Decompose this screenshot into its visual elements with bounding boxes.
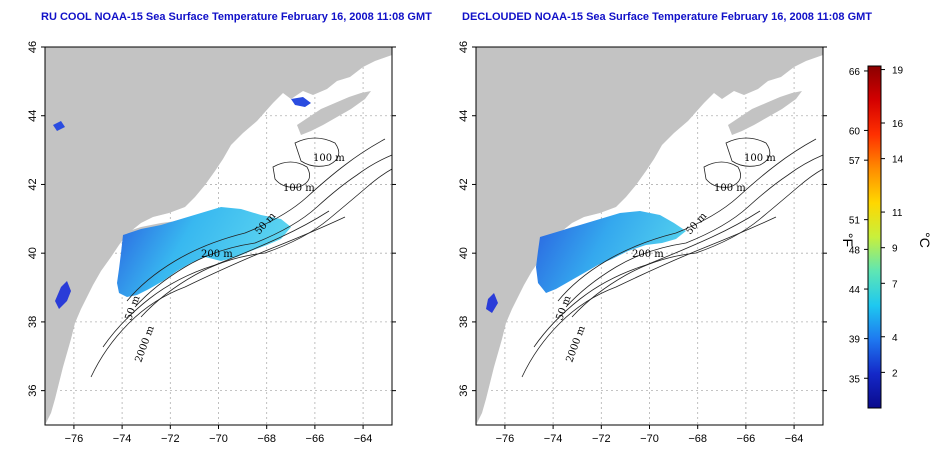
panel-title-right: DECLOUDED NOAA-15 Sea Surface Temperatur… <box>462 11 873 23</box>
isobath-label: 100 m <box>744 153 776 164</box>
sst-coastal-strip <box>486 293 498 313</box>
cb-label-f: 44 <box>849 285 861 296</box>
y-tick-label: 44 <box>458 110 470 122</box>
map-panel-left: 100 m 100 m 50 m 200 m 50 m 2000 m −76 −7… <box>27 41 396 445</box>
sst-coastal-strip <box>55 281 71 309</box>
axis-ticks: −76 −74 −72 −70 −68 −66 −64 36 38 40 42 44 46 <box>458 41 827 445</box>
map-panel-right: 100 m 100 m 50 m 200 m 50 m 2000 m −76 −7… <box>458 41 827 445</box>
isobath-label: 100 m <box>714 183 746 194</box>
y-tick-label: 40 <box>27 247 39 259</box>
sst-patch <box>536 211 686 293</box>
x-tick-label: −72 <box>161 433 180 445</box>
y-tick-label: 44 <box>27 110 39 122</box>
x-tick-label: −64 <box>785 433 804 445</box>
land-mass <box>476 47 823 425</box>
x-tick-label: −70 <box>209 433 228 445</box>
y-tick-label: 40 <box>458 247 470 259</box>
nova-scotia <box>297 91 371 135</box>
y-tick-label: 42 <box>27 178 39 190</box>
y-tick-label: 46 <box>458 41 470 53</box>
x-tick-label: −66 <box>737 433 756 445</box>
cb-label-c: 19 <box>892 66 904 77</box>
sst-gulf-maine <box>291 97 311 107</box>
cb-label-c: 7 <box>892 279 898 290</box>
cb-label-c: 2 <box>892 368 898 379</box>
x-tick-label: −74 <box>544 433 563 445</box>
isobath-label: 200 m <box>201 249 233 260</box>
cb-label-c: 11 <box>892 208 903 219</box>
x-tick-label: −68 <box>257 433 276 445</box>
colorbar-scale <box>867 65 882 409</box>
sst-small-patch <box>53 121 65 131</box>
cb-label-f: 48 <box>849 245 861 256</box>
x-tick-label: −68 <box>688 433 707 445</box>
land-mass <box>45 47 392 425</box>
panel-title-left: RU COOL NOAA-15 Sea Surface Temperature … <box>41 11 432 23</box>
isobath-label: 100 m <box>313 153 345 164</box>
x-tick-label: −70 <box>640 433 659 445</box>
sst-patch <box>117 207 291 297</box>
x-tick-label: −76 <box>496 433 515 445</box>
grid-lines <box>476 46 823 425</box>
cb-label-f: 51 <box>849 216 861 227</box>
cb-label-c: 16 <box>892 119 904 130</box>
x-tick-label: −72 <box>592 433 611 445</box>
unit-celsius: °C <box>917 232 933 248</box>
cb-label-c: 14 <box>892 155 904 166</box>
grid-lines <box>45 46 392 425</box>
cb-label-c: 9 <box>892 244 898 255</box>
x-tick-label: −76 <box>65 433 84 445</box>
colorbar-ticks: 66 60 57 51 48 44 39 35 19 16 14 11 9 7 4 2 <box>849 66 904 386</box>
x-tick-label: −66 <box>306 433 325 445</box>
isobath-lines <box>90 137 393 378</box>
y-tick-label: 36 <box>27 385 39 397</box>
cb-label-f: 35 <box>849 374 861 385</box>
unit-fahrenheit: °F <box>840 233 856 247</box>
isobath-label: 100 m <box>283 183 315 194</box>
cb-label-f: 39 <box>849 335 861 346</box>
y-tick-label: 42 <box>458 178 470 190</box>
nova-scotia <box>728 91 802 135</box>
x-tick-label: −74 <box>113 433 132 445</box>
y-tick-label: 46 <box>27 41 39 53</box>
cb-label-c: 4 <box>892 333 898 344</box>
x-tick-label: −64 <box>354 433 373 445</box>
cb-label-f: 57 <box>849 156 861 167</box>
cb-label-f: 60 <box>849 126 861 137</box>
axis-ticks: −76 −74 −72 −70 −68 −66 −64 36 38 40 42 44 46 <box>27 41 396 445</box>
isobath-lines <box>521 137 824 378</box>
colorbar: 66 60 57 51 48 44 39 35 19 16 14 11 9 7 4 2 °F °C <box>840 65 933 409</box>
y-tick-label: 36 <box>458 385 470 397</box>
isobath-label: 200 m <box>632 249 664 260</box>
y-tick-label: 38 <box>27 316 39 328</box>
y-tick-label: 38 <box>458 316 470 328</box>
cb-label-f: 66 <box>849 67 861 78</box>
